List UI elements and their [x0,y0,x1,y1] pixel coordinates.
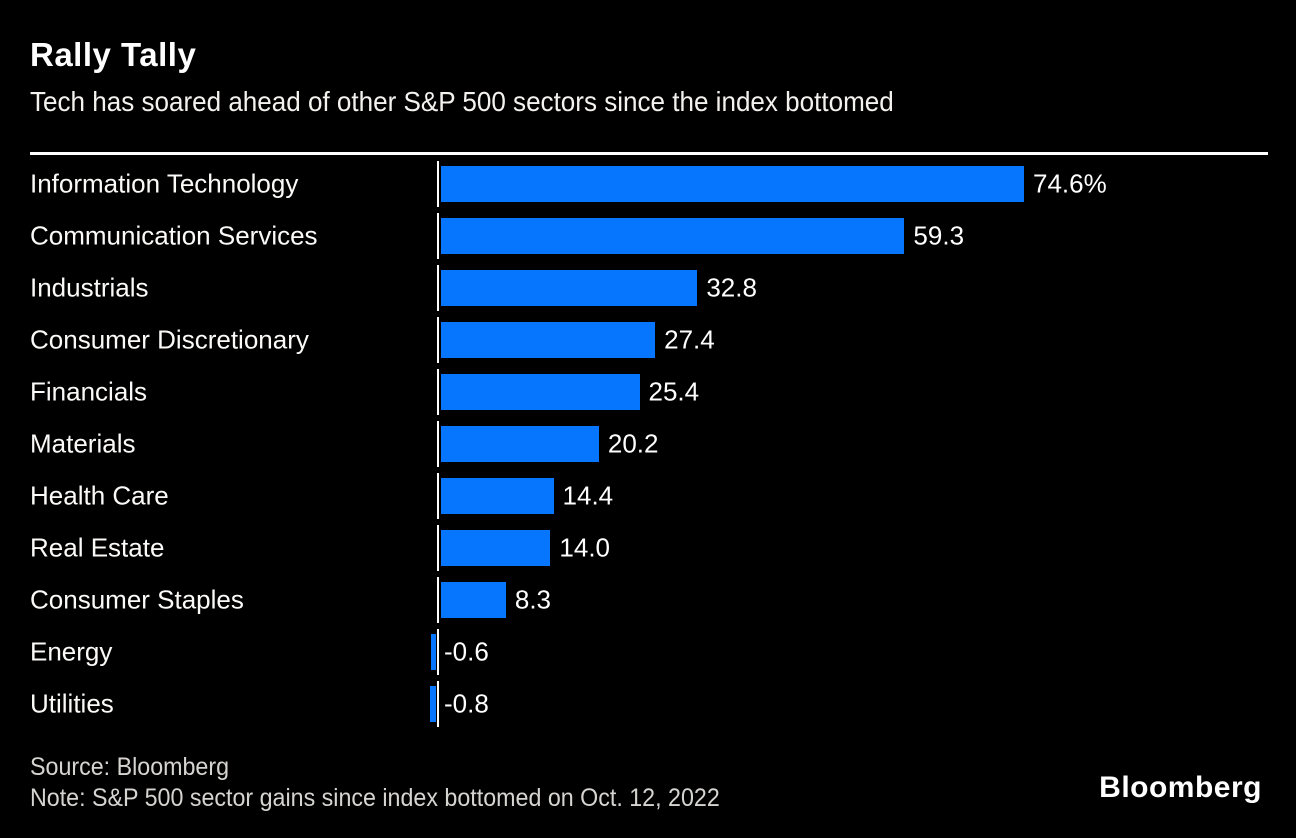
bar-chart-plot-area: Information Technology 74.6% Communication… [0,158,1296,730]
value-label: -0.8 [444,688,489,719]
bloomberg-logo: Bloomberg [1099,771,1262,804]
axis-baseline-segment [437,525,439,571]
value-label: 20.2 [607,428,659,459]
category-label: Consumer Staples [30,584,244,615]
category-label: Communication Services [30,220,318,251]
category-label: Information Technology [30,168,299,199]
value-label: 32.8 [706,272,757,303]
value-label: -0.6 [444,636,489,667]
divider-line [30,152,1268,155]
chart-row: Industrials 32.8 [0,262,1296,314]
value-label: 8.3 [514,584,552,615]
axis-baseline-segment [437,369,439,415]
chart-row: Materials 20.2 [0,418,1296,470]
bar [441,218,905,254]
bar [441,426,599,462]
axis-baseline-segment [437,577,439,623]
value-label: 14.0 [559,532,611,563]
chart-row: Utilities -0.8 [0,678,1296,730]
category-label: Materials [30,428,136,459]
category-label: Real Estate [30,532,165,563]
category-label: Utilities [30,688,114,719]
chart-row: Consumer Discretionary 27.4 [0,314,1296,366]
bar [431,634,436,670]
bar [441,530,551,566]
chart-row: Consumer Staples 8.3 [0,574,1296,626]
category-label: Consumer Discretionary [30,324,309,355]
bar [429,686,436,722]
value-label: 14.4 [562,480,614,511]
axis-baseline-segment [437,681,439,727]
category-label: Financials [30,376,148,407]
category-label: Industrials [30,272,149,303]
note-text: Note: S&P 500 sector gains since index b… [30,784,720,812]
chart-title: Rally Tally [30,36,197,73]
value-label: 74.6% [1032,168,1107,199]
chart-row: Communication Services 59.3 [0,210,1296,262]
source-text: Source: Bloomberg [30,753,230,781]
axis-baseline-segment [437,421,439,467]
bar [441,270,698,306]
value-label: 27.4 [664,324,715,355]
axis-baseline-segment [437,265,439,311]
value-label: 59.3 [913,220,965,251]
category-label: Energy [30,636,113,667]
chart-row: Energy -0.6 [0,626,1296,678]
bar [441,374,640,410]
bar [441,582,506,618]
bar [441,322,656,358]
value-label: 25.4 [648,376,700,407]
bar [441,478,554,514]
chart-row: Health Care 14.4 [0,470,1296,522]
axis-baseline-segment [437,213,439,259]
chart-row: Real Estate 14.0 [0,522,1296,574]
axis-baseline-segment [437,317,439,363]
category-label: Health Care [30,480,169,511]
chart-row: Financials 25.4 [0,366,1296,418]
chart-subtitle: Tech has soared ahead of other S&P 500 s… [30,86,894,117]
axis-baseline-segment [437,161,439,207]
chart-row: Information Technology 74.6% [0,158,1296,210]
axis-baseline-segment [437,473,439,519]
bar [441,166,1024,202]
axis-baseline-segment [437,629,439,675]
